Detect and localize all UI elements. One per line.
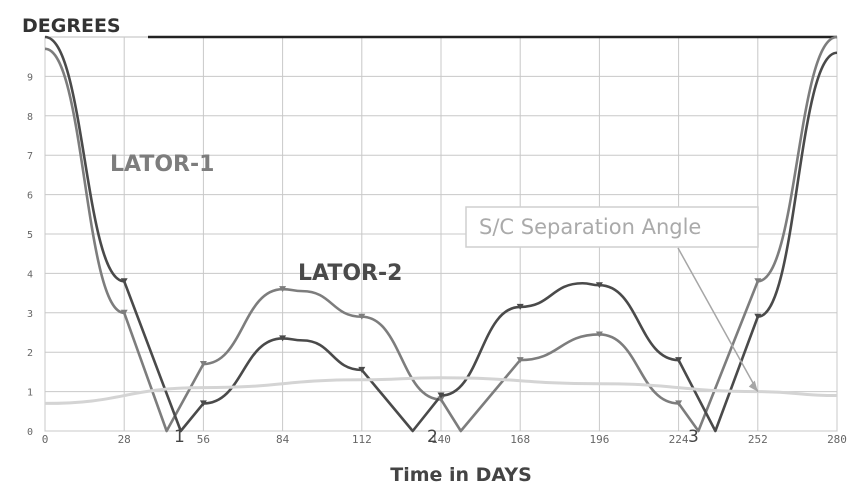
x-tick-label: 140 <box>431 433 451 446</box>
x-tick-label: 28 <box>118 433 131 446</box>
x-tick-label: 56 <box>197 433 210 446</box>
x-tick-label: 224 <box>669 433 689 446</box>
crossing-label-3: 3 <box>688 427 699 447</box>
marker-lator-2 <box>279 335 287 342</box>
annotation-sep-angle: S/C Separation Angle <box>479 215 701 239</box>
marker-lator-1 <box>199 361 207 368</box>
marker-lator-2 <box>754 313 762 320</box>
y-tick-label: 5 <box>27 230 33 241</box>
y-tick-label: 9 <box>27 72 33 83</box>
y-tick-label: 7 <box>27 151 33 162</box>
x-tick-label: 252 <box>748 433 768 446</box>
series-line-lator-1 <box>44 35 838 433</box>
annotation-arrow <box>677 247 759 392</box>
marker-lator-1 <box>279 286 287 293</box>
x-tick-label: 84 <box>276 433 290 446</box>
x-tick-label: 168 <box>510 433 530 446</box>
annotation-box <box>465 206 759 248</box>
marker-lator-2 <box>358 366 366 373</box>
marker-lator-2 <box>516 303 524 310</box>
marker-lator-2 <box>199 400 207 407</box>
y-tick-label: 1 <box>27 388 33 399</box>
x-tick-label: 112 <box>352 433 372 446</box>
marker-lator-2 <box>595 282 603 289</box>
y-tick-label: 4 <box>27 269 33 280</box>
crossing-label-1: 1 <box>174 427 185 447</box>
x-tick-label: 196 <box>589 433 609 446</box>
series-label-lator-2: LATOR-2 <box>298 261 402 286</box>
marker-lator-1 <box>675 400 683 407</box>
marker-lator-1 <box>120 309 128 316</box>
chart-title: DEGREES <box>22 15 121 37</box>
y-tick-label: 8 <box>27 112 33 123</box>
marker-lator-2 <box>437 392 445 399</box>
y-tick-label: 0 <box>27 427 33 438</box>
series-markers <box>120 247 762 407</box>
marker-lator-2 <box>675 357 683 364</box>
annotation-arrowhead <box>748 380 758 392</box>
x-tick-label: 0 <box>42 433 49 446</box>
y-tick-label: 3 <box>27 309 33 320</box>
y-tick-label: 2 <box>27 348 33 359</box>
series-label-lator-1: LATOR-1 <box>110 152 214 177</box>
x-axis-label: Time in DAYS <box>390 464 532 486</box>
marker-lator-1 <box>754 278 762 285</box>
series-line-s-c-separation-angle <box>44 376 838 405</box>
marker-lator-1 <box>595 331 603 338</box>
marker-lator-1 <box>437 396 445 403</box>
y-tick-label: 6 <box>27 191 33 202</box>
marker-lator-2 <box>120 278 128 285</box>
grid <box>44 36 838 432</box>
marker-lator-1 <box>516 357 524 364</box>
crossing-label-2: 2 <box>427 427 438 447</box>
marker-lator-1 <box>358 313 366 320</box>
x-tick-label: 280 <box>827 433 847 446</box>
chart-labels: DEGREES Time in DAYS LATOR-1 LATOR-2 S/C… <box>22 15 759 486</box>
